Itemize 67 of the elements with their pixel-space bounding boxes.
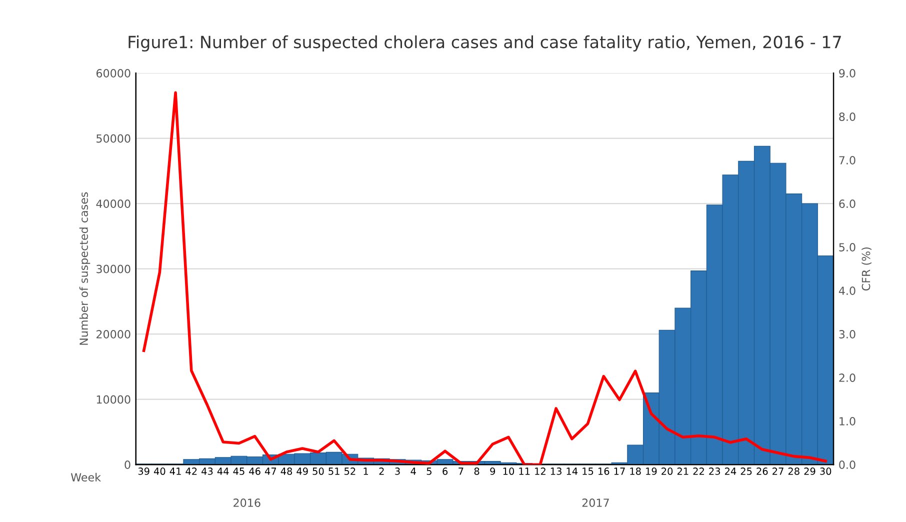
x-tick-label: 28: [788, 468, 800, 475]
x-tick-label: 11: [519, 468, 530, 475]
y-tick-label: 60000: [96, 69, 130, 78]
x-tick-label: 4: [410, 468, 416, 475]
y2-tick-label: 5.0: [839, 243, 856, 252]
x-tick-label: 45: [233, 468, 244, 475]
x-tick-label: 23: [709, 468, 720, 475]
x-tick-label: 51: [328, 468, 340, 475]
x-tick-label: 7: [458, 468, 464, 475]
x-tick-label: 48: [280, 468, 292, 475]
y2-tick-label: 1.0: [840, 417, 856, 426]
x-tick-label: 19: [646, 468, 657, 475]
x-tick-label: 5: [426, 468, 432, 475]
x-tick-label: 46: [249, 468, 260, 475]
x-tick-label: 15: [582, 468, 594, 475]
y-tick-label: 20000: [96, 330, 130, 338]
y2-tick-label: 6.0: [839, 200, 856, 208]
x-tick-label: 16: [598, 468, 610, 475]
y-tick-label: 0: [124, 460, 130, 469]
y-tick-label: 10000: [96, 395, 130, 404]
x-tick-label: 30: [820, 468, 832, 475]
y-tick-label: 40000: [96, 200, 130, 208]
x-axis-title: Week: [70, 472, 101, 482]
y2-tick-label: 3.0: [839, 330, 856, 338]
y-axis-title: Number of suspected cases: [79, 192, 90, 345]
chart-title: Figure1: Number of suspected cholera cases and case fatality ratio, Yemen, 2016 - 17: [128, 35, 841, 52]
y2-tick-label: 4.0: [838, 286, 856, 295]
x-tick-label: 26: [756, 468, 768, 475]
x-tick-label: 17: [614, 468, 625, 475]
x-tick-label: 41: [170, 468, 181, 475]
x-tick-label: 21: [677, 468, 688, 475]
y2-tick-label: 0.0: [839, 460, 856, 469]
y2-axis-title: CFR (%): [862, 247, 872, 291]
x-tick-label: 43: [202, 468, 213, 475]
x-tick-label: 20: [662, 468, 673, 475]
y2-tick-label: 9.0: [839, 69, 856, 78]
x-tick-label: 47: [264, 468, 276, 475]
x-tick-label: 42: [186, 468, 197, 475]
x-tick-label: 49: [296, 468, 308, 475]
x-tick-label: 52: [344, 468, 356, 475]
text: 2016: [234, 498, 260, 507]
x-tick-label: 12: [535, 468, 546, 475]
x-tick-label: 25: [740, 468, 752, 475]
y2-tick-label: 8.0: [839, 112, 856, 121]
y2-tick-label: 2.0: [839, 374, 856, 382]
x-tick-label: 39: [138, 468, 150, 475]
y-tick-label: 30000: [96, 264, 130, 274]
x-tick-label: 6: [442, 468, 448, 475]
x-tick-label: 40: [154, 468, 166, 475]
x-tick-label: 10: [503, 468, 514, 475]
x-tick-label: 8: [474, 468, 480, 475]
x-tick-label: 24: [724, 468, 736, 475]
y2-tick-label: 7.0: [839, 156, 856, 164]
x-tick-label: 1: [364, 468, 368, 475]
y-tick-label: 50000: [96, 134, 130, 143]
x-tick-label: 3: [395, 468, 400, 475]
x-tick-label: 29: [804, 468, 816, 475]
x-tick-label: 13: [550, 468, 562, 475]
x-tick-label: 44: [217, 468, 229, 475]
text: 2017: [582, 498, 609, 507]
x-tick-label: 2: [379, 468, 384, 475]
x-tick-label: 18: [630, 468, 641, 475]
x-tick-label: 27: [772, 468, 784, 475]
x-tick-label: 9: [490, 468, 496, 475]
x-tick-label: 22: [693, 468, 704, 475]
x-tick-label: 14: [566, 468, 578, 475]
x-tick-label: 50: [312, 468, 324, 475]
